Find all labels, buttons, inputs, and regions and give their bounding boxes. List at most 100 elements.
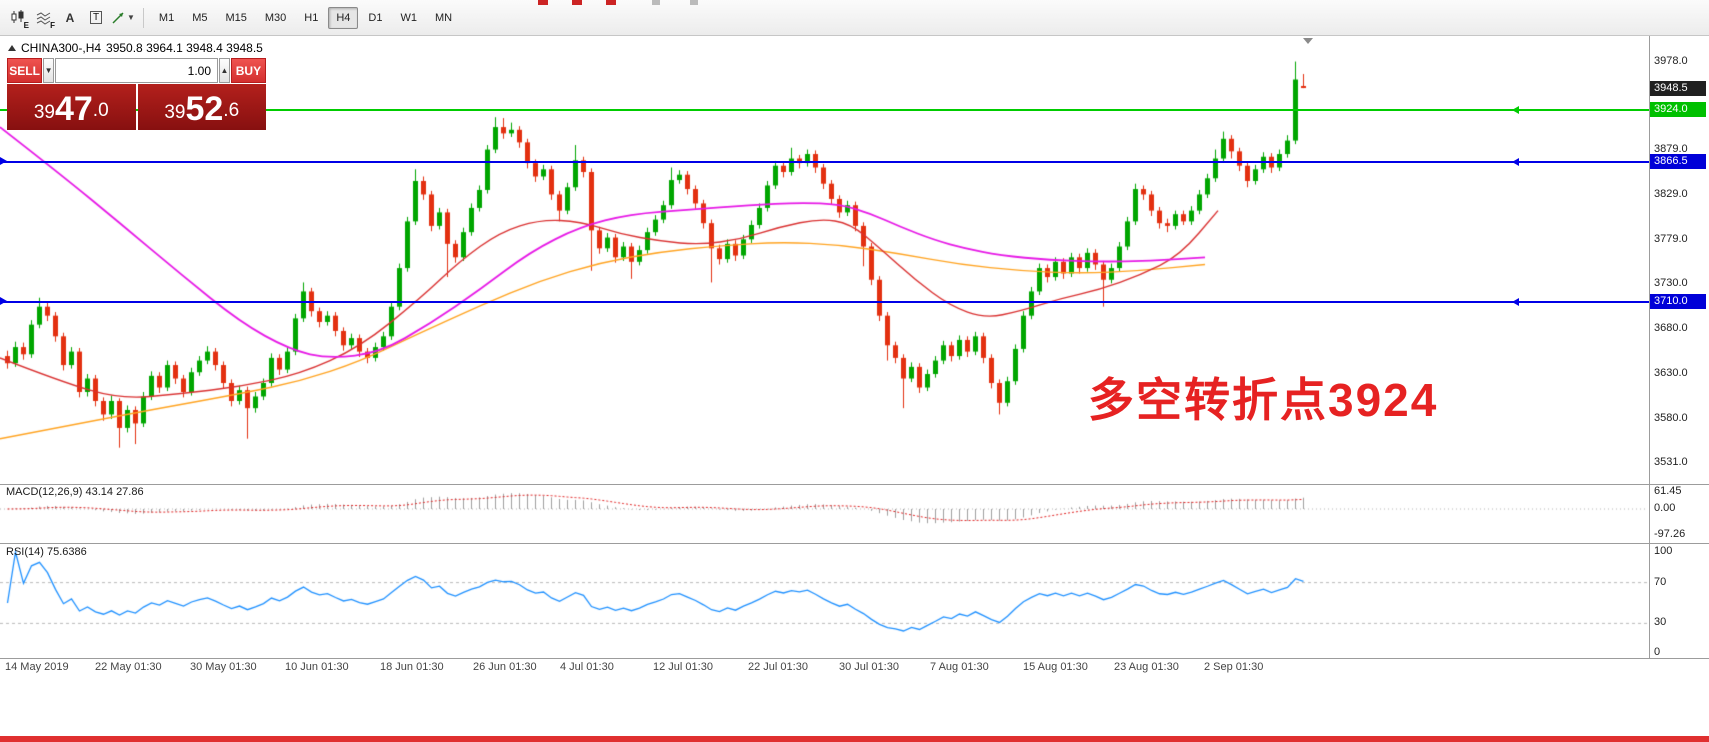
price-axis-label: 3580.0 [1654,412,1688,424]
price-axis-label: 3779.0 [1654,233,1688,245]
time-axis-label: 2 Sep 01:30 [1204,661,1264,673]
price-axis-label: 3531.0 [1654,456,1688,468]
time-axis-label: 15 Aug 01:30 [1023,661,1088,673]
sell-button[interactable]: SELL [7,58,43,83]
support-line-3710[interactable] [0,301,1649,303]
price-axis-label: 3680.0 [1654,322,1688,334]
sell-price-pips: 47 [54,90,93,128]
time-axis-label: 30 Jul 01:30 [839,661,899,673]
trendline-icon [112,11,124,24]
level-price-tag: 3866.5 [1650,154,1706,169]
chart-shift-marker[interactable] [1303,38,1313,44]
timeframe-button[interactable]: M5 [192,11,208,24]
macd-axis-label: 61.45 [1654,485,1682,497]
rsi-axis-label: 30 [1654,616,1667,628]
buy-price-pips: 52 [185,90,224,128]
price-axis-label: 3879.0 [1654,143,1688,155]
timeframe-button[interactable]: M30 [264,11,287,24]
sell-price-frac: .0 [92,100,109,121]
top-toolbar: E F A T ▼ M1 M5 M15 M30 H1 H4 D1 W1 MN [0,0,1709,36]
buy-price-frac: .6 [223,100,240,121]
text-label-tool[interactable]: A [58,6,82,30]
line-end-arrow [1512,158,1519,166]
timeframe-button[interactable]: H1 [304,11,319,24]
price-axis-label: 3630.0 [1654,367,1688,379]
buy-price-tile[interactable]: 39 52.6 [137,84,266,130]
line-end-arrow [0,297,7,305]
buy-price-prefix: 39 [164,102,186,123]
time-axis-label: 7 Aug 01:30 [930,661,989,673]
time-axis-label: 14 May 2019 [5,661,69,673]
rsi-axis-label: 0 [1654,646,1661,658]
line-end-arrow [1512,106,1519,114]
indicator-list-icon[interactable]: F [32,6,56,30]
chevron-up-icon: ▲ [220,66,229,75]
time-axis-label: 12 Jul 01:30 [653,661,713,673]
text-label-glyph: A [65,10,75,25]
toolbar-separator [142,7,144,28]
panel-divider[interactable] [0,484,1709,485]
clipped-icon-fragment [538,0,548,5]
icon-subscript: E [23,20,29,30]
resistance-line-3866[interactable] [0,161,1649,163]
clipped-icon-fragment [572,0,582,5]
timeframe-button[interactable]: M15 [225,11,247,24]
timeframe-button[interactable]: M1 [158,11,175,24]
time-axis-label: 18 Jun 01:30 [380,661,444,673]
level-price-tag: 3710.0 [1650,294,1706,309]
candlestick-chart-canvas[interactable] [0,0,1649,742]
line-end-arrow [1512,298,1519,306]
time-axis-label: 30 May 01:30 [190,661,257,673]
timeframe-button[interactable]: MN [434,11,453,24]
time-axis-label: 23 Aug 01:30 [1114,661,1179,673]
rsi-indicator-label: RSI(14) 75.6386 [6,546,87,558]
line-end-arrow [0,157,7,165]
text-tool[interactable]: T [84,6,108,30]
clipped-icon-fragment [606,0,616,5]
chart-header[interactable]: CHINA300-,H4 3950.8 3964.1 3948.4 3948.5 [8,41,263,55]
chart-annotation-text[interactable]: 多空转折点3924 [1088,374,1439,426]
collapse-arrow-icon[interactable] [8,45,16,51]
current-price-tag: 3948.5 [1650,81,1706,96]
clipped-icon-fragment [690,0,698,5]
sell-price-prefix: 39 [33,102,55,123]
order-type-dropdown[interactable]: ▼ [43,58,54,83]
bottom-red-strip [0,736,1709,742]
time-axis-label: 4 Jul 01:30 [560,661,614,673]
rsi-axis-label: 70 [1654,576,1667,588]
time-axis-label: 22 May 01:30 [95,661,162,673]
lot-size-input[interactable] [55,58,218,83]
panel-divider[interactable] [0,658,1709,659]
icon-subscript: F [50,20,55,30]
time-axis-label: 26 Jun 01:30 [473,661,537,673]
timeframe-button[interactable]: W1 [400,11,417,24]
timeframe-button[interactable]: D1 [368,11,383,24]
panel-divider[interactable] [0,543,1709,544]
timeframe-button[interactable]: H4 [328,6,359,29]
lot-increase-button[interactable]: ▲ [219,58,230,83]
time-axis-label: 10 Jun 01:30 [285,661,349,673]
clipped-icon-fragment [652,0,660,5]
macd-indicator-label: MACD(12,26,9) 43.14 27.86 [6,486,144,498]
price-axis-label: 3978.0 [1654,55,1688,67]
candlestick-chart-icon[interactable]: E [6,6,30,30]
symbol-title: CHINA300-,H4 [21,41,102,55]
timeframe-group: M1 M5 M15 M30 H1 H4 D1 W1 MN [150,6,461,29]
level-price-tag: 3924.0 [1650,102,1706,117]
time-axis-label: 22 Jul 01:30 [748,661,808,673]
chevron-down-icon: ▼ [127,13,135,22]
resistance-line-3924[interactable] [0,109,1649,111]
buy-button[interactable]: BUY [230,58,266,83]
sell-price-tile[interactable]: 39 47.0 [7,84,136,130]
text-tool-glyph: T [89,11,103,24]
price-axis-label: 3829.0 [1654,188,1688,200]
ohlc-values: 3950.8 3964.1 3948.4 3948.5 [106,41,263,55]
price-axis-border [1649,36,1650,658]
line-tools-button[interactable]: ▼ [110,6,136,30]
rsi-axis-label: 100 [1654,545,1673,557]
